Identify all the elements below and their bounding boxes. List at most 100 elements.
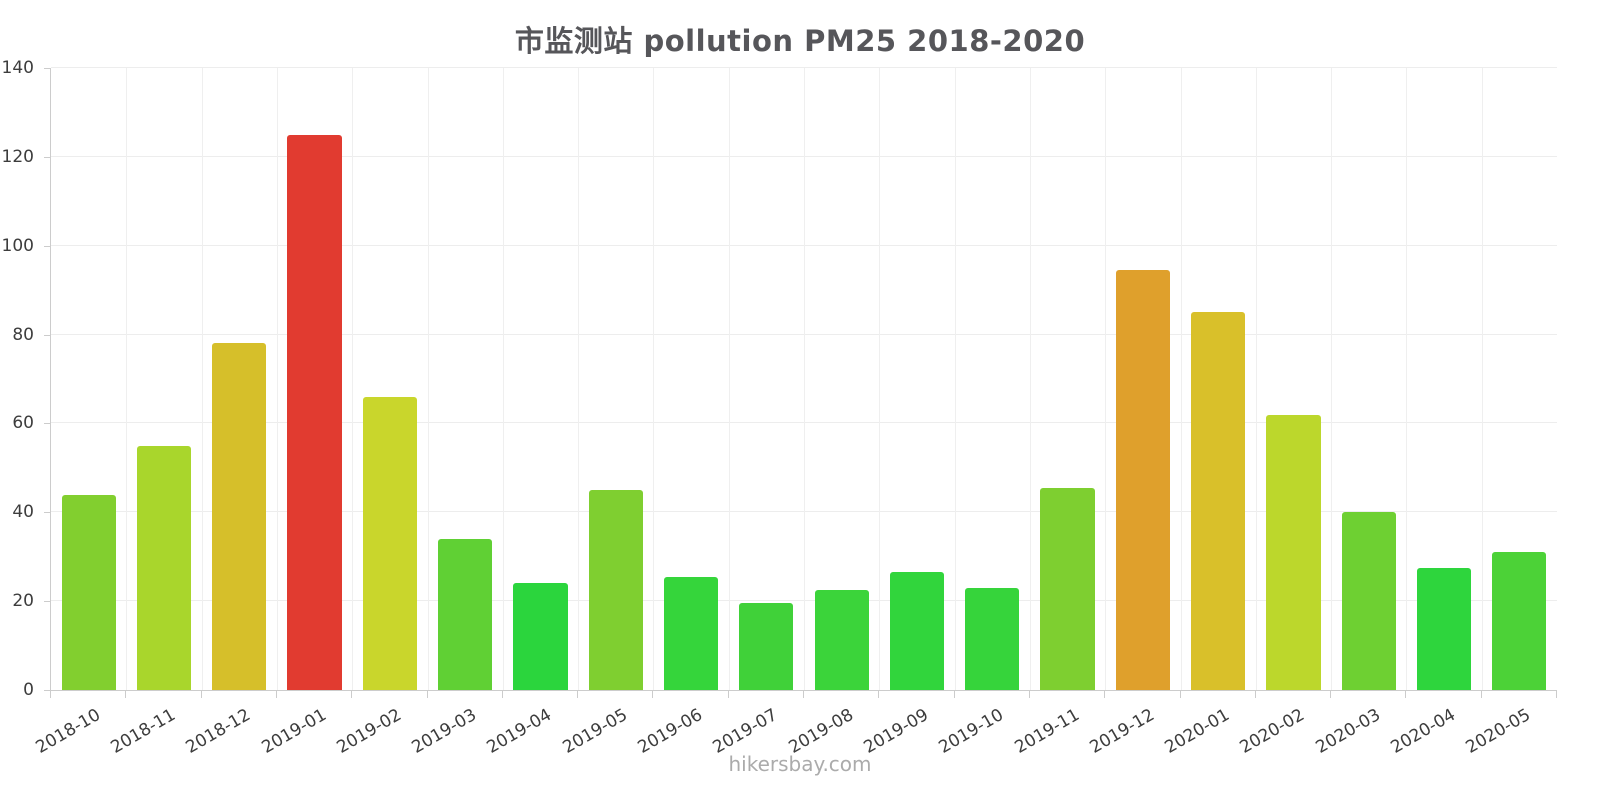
x-tick-mark [275, 691, 277, 698]
x-gridline [1406, 68, 1408, 690]
x-tick-mark [1405, 691, 1407, 698]
x-tick-label: 2019-09 [860, 705, 932, 758]
y-tick-label: 100 [1, 235, 34, 256]
x-tick-label: 2020-05 [1462, 705, 1535, 758]
x-tick-label: 2018-10 [32, 705, 104, 758]
bar-2019-06 [663, 576, 719, 690]
x-tick-label: 2019-06 [634, 705, 707, 758]
x-gridline [1331, 68, 1333, 690]
x-gridline [1481, 68, 1483, 690]
bar-2020-03 [1341, 512, 1396, 690]
bar-2019-10 [965, 587, 1020, 690]
x-tick-label: 2018-11 [107, 705, 179, 758]
chart-title: 市监测站 pollution PM25 2018-2020 [514, 24, 1086, 58]
bar-2018-10 [61, 494, 116, 690]
x-tick-label: 2019-03 [408, 705, 481, 758]
x-tick-mark [577, 691, 579, 698]
watermark-text: hikersbay.com [728, 752, 872, 776]
y-tick-mark [44, 156, 51, 158]
x-gridline [1029, 68, 1031, 690]
y-tick-mark [44, 245, 51, 247]
x-tick-mark [50, 691, 51, 698]
x-tick-mark [501, 691, 503, 698]
y-tick-label: 80 [12, 324, 34, 345]
x-gridline [1105, 68, 1107, 690]
y-tick-label: 60 [12, 413, 34, 434]
x-tick-mark [652, 691, 654, 698]
y-axis: 0 20 40 60 80 100 120 140 [0, 58, 51, 700]
bar-2019-12 [1115, 270, 1170, 690]
x-tick-label: 2019-02 [333, 705, 405, 758]
plot-area [50, 67, 1557, 691]
bar-2019-08 [814, 590, 869, 690]
y-tick-mark [44, 690, 51, 691]
bar-2019-03 [438, 538, 493, 690]
x-tick-label: 2020-04 [1387, 705, 1460, 758]
x-gridline [1255, 68, 1257, 690]
x-tick-mark [351, 691, 353, 698]
x-tick-mark [200, 691, 202, 698]
bar-2019-05 [588, 490, 643, 690]
x-tick-mark [1179, 691, 1181, 698]
x-tick-label: 2019-11 [1011, 705, 1083, 758]
y-tick-label: 140 [1, 58, 34, 78]
y-tick-mark [44, 601, 51, 603]
x-gridline [427, 68, 429, 690]
x-gridline [201, 68, 203, 690]
x-gridline [728, 68, 730, 690]
x-gridline [653, 68, 655, 690]
x-gridline [1180, 68, 1182, 690]
bar-2020-02 [1266, 414, 1321, 690]
y-tick-mark [44, 334, 51, 336]
bar-2019-02 [362, 396, 417, 690]
x-tick-mark [727, 691, 729, 698]
x-tick-label: 2020-03 [1312, 705, 1384, 758]
x-tick-mark [1556, 691, 1557, 698]
x-tick-mark [803, 691, 804, 698]
x-tick-mark [125, 691, 127, 698]
bar-2018-11 [136, 445, 192, 690]
bar-2019-09 [889, 572, 945, 690]
bar-2019-07 [739, 603, 794, 690]
x-axis: 2018-10 2018-11 2018-12 2019-01 2019-02 2019-… [32, 691, 1557, 761]
bar-2019-04 [513, 583, 568, 690]
bar-2020-01 [1191, 312, 1246, 690]
bar-2019-01 [287, 134, 342, 690]
x-gridline [879, 68, 881, 690]
x-tick-label: 2019-10 [935, 705, 1008, 758]
y-tick-mark [44, 68, 51, 69]
x-tick-mark [1330, 691, 1332, 698]
y-tick-label: 40 [12, 502, 34, 523]
x-tick-mark [426, 691, 428, 698]
x-tick-mark [1028, 691, 1030, 698]
x-gridline [276, 68, 278, 690]
x-gridline [352, 68, 354, 690]
bar-2018-12 [212, 343, 267, 690]
x-tick-label: 2018-12 [182, 705, 255, 758]
x-tick-mark [878, 691, 880, 698]
x-gridline [578, 68, 580, 690]
x-tick-mark [1104, 691, 1106, 698]
x-gridline [126, 68, 128, 690]
y-tick-mark [44, 512, 51, 514]
x-tick-label: 2019-05 [559, 705, 631, 758]
x-gridline [954, 68, 956, 690]
x-tick-label: 2019-07 [709, 705, 782, 758]
x-tick-mark [953, 691, 955, 698]
y-tick-label: 0 [23, 680, 34, 700]
x-tick-label: 2019-04 [483, 705, 556, 758]
y-tick-mark [44, 423, 51, 425]
x-tick-mark [1254, 691, 1256, 698]
x-tick-label: 2019-08 [785, 705, 857, 758]
x-tick-label: 2019-12 [1086, 705, 1158, 758]
bar-2019-11 [1040, 487, 1095, 690]
x-tick-label: 2019-01 [258, 705, 330, 758]
bar-2020-05 [1492, 552, 1547, 690]
bar-2020-04 [1416, 567, 1472, 690]
x-tick-mark [1480, 691, 1482, 698]
x-tick-label: 2020-01 [1161, 705, 1234, 758]
x-gridline [804, 68, 805, 690]
x-tick-label: 2020-02 [1236, 705, 1309, 758]
x-gridline [502, 68, 504, 690]
